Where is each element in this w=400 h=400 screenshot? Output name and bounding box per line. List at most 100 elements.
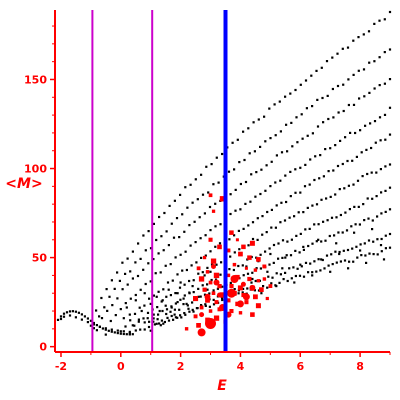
data-point xyxy=(143,292,146,295)
data-point xyxy=(131,250,134,253)
data-point xyxy=(343,187,346,190)
data-point xyxy=(275,154,278,157)
data-point xyxy=(388,163,392,166)
data-point xyxy=(356,256,359,259)
data-point xyxy=(366,172,369,176)
data-point xyxy=(311,105,314,108)
data-point xyxy=(179,314,182,317)
data-point xyxy=(149,280,152,283)
data-point xyxy=(152,294,155,297)
data-point xyxy=(332,169,335,172)
data-point xyxy=(298,274,302,277)
data-point xyxy=(149,302,152,305)
data-point xyxy=(364,124,367,127)
data-point xyxy=(388,186,392,189)
data-point xyxy=(315,270,318,273)
data-point xyxy=(140,309,143,313)
data-point xyxy=(382,258,386,261)
data-point xyxy=(374,141,377,144)
data-point xyxy=(129,319,132,322)
data-point xyxy=(134,293,137,297)
data-point xyxy=(157,290,160,293)
data-point xyxy=(143,321,146,324)
data-point xyxy=(266,286,269,289)
data-point xyxy=(149,247,153,250)
data-point xyxy=(348,208,351,211)
data-point xyxy=(304,261,308,264)
data-point xyxy=(244,180,248,184)
data-point xyxy=(334,250,337,253)
data-point xyxy=(95,324,98,327)
data-point xyxy=(311,132,314,135)
data-point xyxy=(368,91,371,94)
data-point xyxy=(212,289,215,292)
data-point xyxy=(62,312,66,315)
data-point xyxy=(124,302,127,305)
data-point xyxy=(215,263,218,266)
data-point xyxy=(229,212,232,216)
data-point xyxy=(158,215,161,219)
data-point xyxy=(384,210,387,213)
data-point xyxy=(239,182,242,186)
data-point xyxy=(227,170,231,173)
data-point xyxy=(369,122,372,125)
data-point xyxy=(360,151,363,154)
data-point xyxy=(189,244,192,247)
data-point-square xyxy=(241,244,246,250)
data-point xyxy=(234,209,237,212)
data-point xyxy=(156,318,159,321)
data-point xyxy=(173,199,176,202)
data-point xyxy=(292,266,295,269)
data-point xyxy=(278,281,281,284)
data-point xyxy=(307,271,310,274)
data-point xyxy=(160,300,163,303)
data-point xyxy=(384,165,387,168)
data-point xyxy=(161,309,164,313)
data-point xyxy=(362,33,365,36)
data-point xyxy=(271,276,274,279)
data-point xyxy=(359,129,362,132)
data-point-square xyxy=(244,300,249,305)
data-point-square xyxy=(226,273,231,278)
data-point-circle xyxy=(217,292,222,298)
data-point xyxy=(165,308,169,311)
data-point xyxy=(92,321,95,325)
data-point xyxy=(325,197,328,200)
data-point xyxy=(251,221,255,224)
data-point xyxy=(106,309,109,312)
data-point xyxy=(363,219,366,222)
data-point xyxy=(255,267,258,270)
data-point xyxy=(195,261,198,264)
data-point xyxy=(198,216,201,219)
data-point xyxy=(370,171,373,174)
data-point xyxy=(357,36,360,39)
data-point xyxy=(131,333,134,336)
data-point xyxy=(316,125,320,128)
data-point xyxy=(328,234,331,238)
data-point xyxy=(169,310,172,313)
data-point xyxy=(383,51,386,54)
x-tick-label: -2 xyxy=(55,360,67,373)
data-point xyxy=(315,203,319,206)
data-point xyxy=(327,264,330,267)
data-point xyxy=(341,231,344,234)
data-point xyxy=(281,239,285,242)
data-point xyxy=(178,286,182,289)
data-point xyxy=(176,292,179,295)
data-point-circle xyxy=(211,264,216,269)
data-point xyxy=(331,87,334,91)
data-point xyxy=(214,245,217,248)
data-point-square xyxy=(235,238,239,242)
x-tick-label: 2 xyxy=(177,360,185,373)
data-point xyxy=(233,234,236,237)
data-point xyxy=(295,234,298,237)
data-point xyxy=(74,316,77,319)
data-point-square xyxy=(219,196,226,202)
data-point xyxy=(326,219,329,222)
data-point xyxy=(311,271,314,274)
data-point xyxy=(194,178,197,181)
data-point-square xyxy=(198,276,205,282)
data-point xyxy=(291,145,294,148)
data-point xyxy=(199,237,202,240)
data-point xyxy=(370,146,373,150)
